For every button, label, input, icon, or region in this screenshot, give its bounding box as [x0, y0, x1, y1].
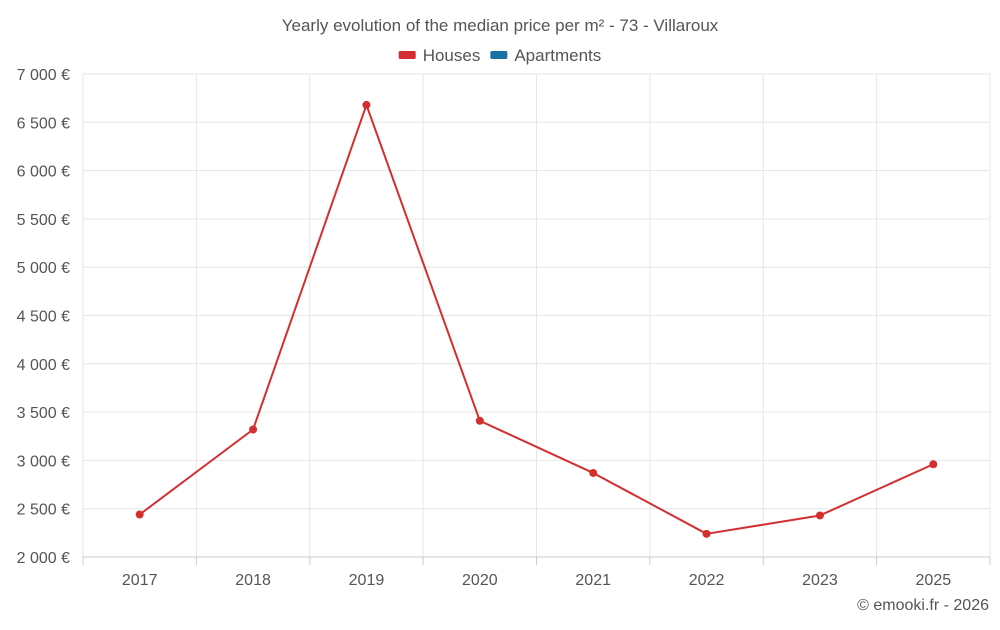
- series-houses: [135, 100, 938, 538]
- y-tick-label: 4 500 €: [17, 309, 70, 326]
- y-tick-label: 3 000 €: [17, 453, 70, 470]
- legend-label: Apartments: [514, 46, 601, 65]
- x-tick-label: 2019: [349, 572, 385, 589]
- y-tick-label: 6 000 €: [17, 164, 70, 181]
- chart-title: Yearly evolution of the median price per…: [282, 16, 719, 35]
- x-tick-label: 2023: [802, 572, 838, 589]
- data-point[interactable]: [135, 510, 144, 519]
- series-line: [139, 103, 934, 535]
- x-tick-label: 2025: [916, 572, 952, 589]
- legend: Houses Apartments: [398, 46, 601, 65]
- x-tick-label: 2022: [689, 572, 725, 589]
- data-point[interactable]: [815, 511, 824, 520]
- credit-text: © emooki.fr - 2026: [857, 597, 989, 614]
- y-tick-label: 5 000 €: [17, 260, 70, 277]
- y-tick-label: 3 500 €: [17, 405, 70, 422]
- data-point[interactable]: [929, 460, 938, 469]
- data-point[interactable]: [475, 416, 484, 425]
- data-point[interactable]: [589, 468, 598, 477]
- data-point[interactable]: [702, 529, 711, 538]
- x-tick-label: 2017: [122, 572, 158, 589]
- y-axis-ticks: 2 000 € 2 500 € 3 000 € 3 500 € 4 000 € 4 500…: [17, 67, 70, 567]
- x-gridlines: [82, 74, 991, 557]
- legend-label: Houses: [423, 46, 481, 65]
- legend-swatch[interactable]: [398, 51, 416, 59]
- data-point[interactable]: [249, 425, 258, 434]
- data-point[interactable]: [362, 100, 371, 109]
- y-tick-label: 6 500 €: [17, 115, 70, 132]
- y-tick-label: 7 000 €: [17, 67, 70, 84]
- y-tick-label: 2 000 €: [17, 550, 70, 567]
- x-tick-label: 2020: [462, 572, 498, 589]
- x-tick-label: 2018: [235, 572, 271, 589]
- x-axis-ticks: 2017 2018 2019 2020 2021 2022 2023 2025: [82, 557, 991, 589]
- y-tick-label: 2 500 €: [17, 502, 70, 519]
- series-layer: [135, 100, 938, 538]
- y-tick-label: 5 500 €: [17, 212, 70, 229]
- legend-swatch[interactable]: [490, 51, 508, 59]
- y-tick-label: 4 000 €: [17, 357, 70, 374]
- x-tick-label: 2021: [575, 572, 611, 589]
